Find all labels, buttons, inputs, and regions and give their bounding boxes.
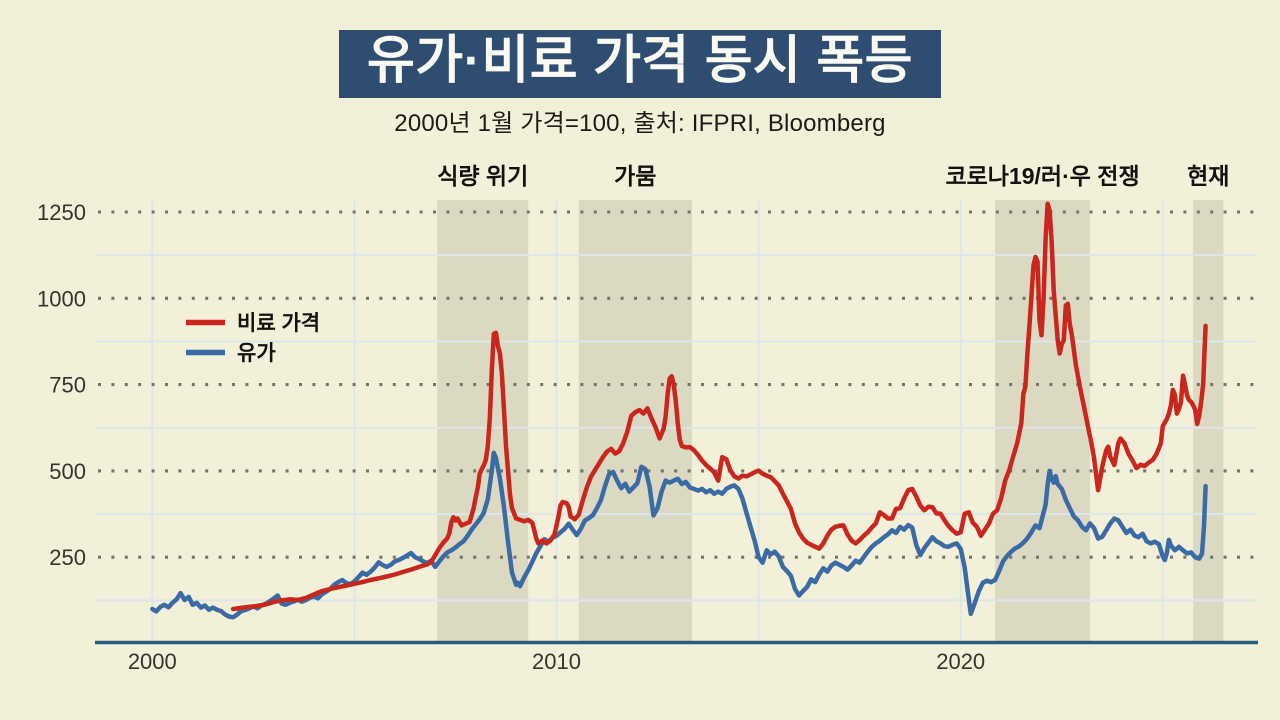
event-label-2: 가뭄	[614, 163, 656, 189]
series-line-oil	[150, 450, 1208, 620]
legend-label-oil: 유가	[237, 342, 276, 365]
y-axis-tick-label: 250	[49, 545, 86, 570]
y-axis-tick-label: 1250	[37, 200, 86, 225]
page-title: 유가·비료 가격 동시 폭등	[366, 32, 914, 90]
x-axis-tick-label: 2020	[936, 649, 985, 674]
legend-label-fertilizer: 비료 가격	[237, 312, 320, 335]
event-label-4: 현재	[1187, 163, 1229, 189]
chart-subtitle: 2000년 1월 가격=100, 출처: IFPRI, Bloomberg	[394, 110, 886, 137]
x-axis-tick-label: 2010	[532, 649, 581, 674]
x-axis-tick-label: 2000	[128, 649, 177, 674]
y-axis-tick-label: 500	[49, 459, 86, 484]
event-label-1: 식량 위기	[437, 163, 528, 189]
y-axis-tick-label: 1000	[37, 286, 86, 311]
y-axis-tick-label: 750	[49, 373, 86, 398]
series-line-fertilizer	[230, 201, 1208, 612]
event-label-3: 코로나19/러·우 전쟁	[945, 163, 1139, 189]
title-banner: 유가·비료 가격 동시 폭등	[338, 30, 942, 98]
event-band-2	[578, 200, 692, 643]
